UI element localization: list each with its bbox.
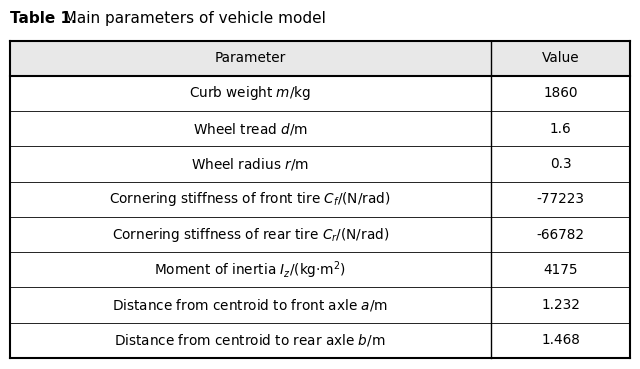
Text: Distance from centroid to front axle $a$/m: Distance from centroid to front axle $a$… bbox=[112, 297, 388, 313]
Text: -66782: -66782 bbox=[536, 228, 584, 242]
Text: 1.6: 1.6 bbox=[550, 122, 572, 136]
Text: Wheel tread $d$/m: Wheel tread $d$/m bbox=[193, 121, 308, 137]
Text: Cornering stiffness of front tire $C_f$/(N/rad): Cornering stiffness of front tire $C_f$/… bbox=[109, 190, 391, 208]
Text: Table 1.: Table 1. bbox=[10, 11, 76, 26]
Text: Value: Value bbox=[541, 51, 579, 65]
Text: Wheel radius $r$/m: Wheel radius $r$/m bbox=[191, 156, 309, 172]
Bar bbox=[10, 41, 630, 76]
Text: 1860: 1860 bbox=[543, 86, 578, 100]
Text: 0.3: 0.3 bbox=[550, 157, 572, 171]
Text: 4175: 4175 bbox=[543, 263, 578, 277]
Text: -77223: -77223 bbox=[536, 192, 584, 206]
Text: Distance from centroid to rear axle $b$/m: Distance from centroid to rear axle $b$/… bbox=[115, 332, 386, 348]
Text: Parameter: Parameter bbox=[214, 51, 286, 65]
Text: Curb weight $m$/kg: Curb weight $m$/kg bbox=[189, 85, 311, 103]
Text: Moment of inertia $I_z$/(kg·m$^2$): Moment of inertia $I_z$/(kg·m$^2$) bbox=[154, 259, 346, 280]
Text: Cornering stiffness of rear tire $C_r$/(N/rad): Cornering stiffness of rear tire $C_r$/(… bbox=[111, 225, 389, 244]
Text: Main parameters of vehicle model: Main parameters of vehicle model bbox=[54, 11, 326, 26]
Text: 1.468: 1.468 bbox=[541, 333, 580, 347]
Text: 1.232: 1.232 bbox=[541, 298, 580, 312]
